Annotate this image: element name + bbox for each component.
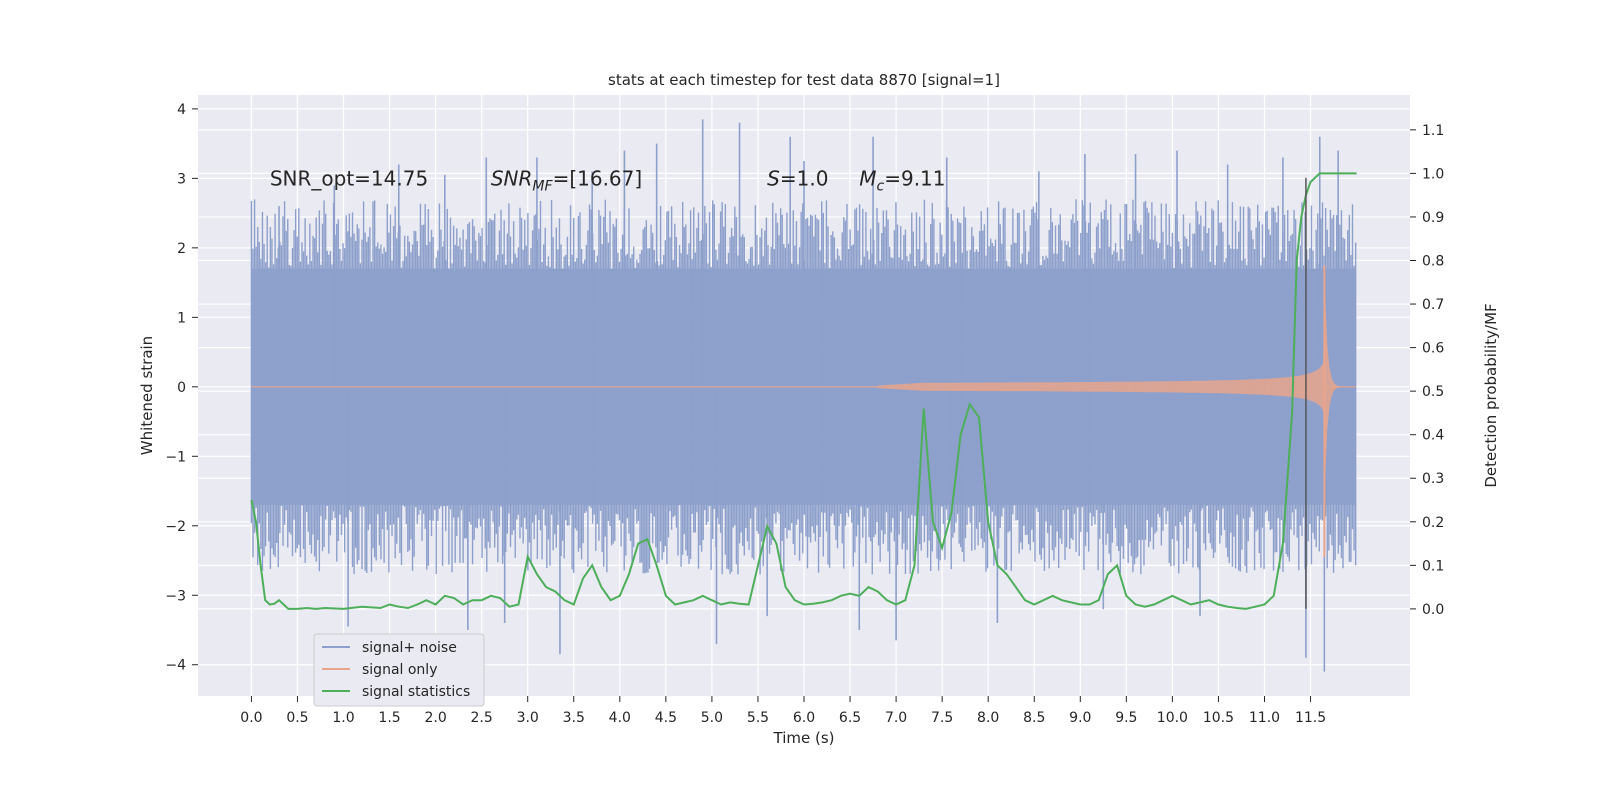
annotation-1: SNRMF=[16.67]: [491, 166, 642, 194]
annotation-subscript: MF: [532, 178, 553, 194]
y-tick-label-right: 0.1: [1422, 558, 1444, 574]
legend-label-1: signal only: [362, 662, 437, 678]
chirp-envelope: [877, 296, 1356, 478]
annotation-0: SNR_opt=14.75: [270, 166, 428, 190]
y-tick-label-right: 0.9: [1422, 210, 1444, 226]
x-tick-label: 8.0: [977, 710, 999, 726]
annotation-value: =1.0: [780, 166, 829, 190]
chart-title: stats at each timestep for test data 887…: [608, 71, 1000, 89]
x-tick-label: 0.5: [286, 710, 308, 726]
x-tick-label: 7.0: [885, 710, 907, 726]
x-tick-label: 3.0: [517, 710, 539, 726]
x-tick-label: 4.0: [609, 710, 631, 726]
annotation-2: S=1.0: [767, 166, 828, 190]
x-tick-label: 6.0: [793, 710, 815, 726]
x-tick-label: 0.0: [240, 710, 262, 726]
x-tick-label: 8.5: [1023, 710, 1045, 726]
tick-labels: 0.0 0.5 1.0 1.5 2.0 2.5 3.0 3.5 4.0 4.5 5.0 5.5 6.0 6…: [165, 102, 1444, 726]
annotation-value: =[16.67]: [553, 166, 643, 190]
y-tick-label-right: 0.3: [1422, 471, 1444, 487]
statistics-line: [250, 172, 1357, 610]
y-tick-label-left: 4: [177, 102, 186, 118]
y-axis-label-right: Detection probability/MF: [1482, 303, 1500, 487]
x-tick-label: 7.5: [931, 710, 953, 726]
x-tick-label: 9.0: [1069, 710, 1091, 726]
x-tick-label: 5.5: [747, 710, 769, 726]
legend-label-0: signal+ noise: [362, 640, 457, 656]
y-axis-label-left: Whitened strain: [138, 336, 156, 455]
y-tick-label-right: 0.2: [1422, 515, 1444, 531]
series-signal-statistics: [250, 172, 1357, 610]
y-tick-label-right: 0.4: [1422, 428, 1444, 444]
y-tick-label-right: 0.7: [1422, 297, 1444, 313]
x-tick-label: 4.5: [655, 710, 677, 726]
annotation-base: M: [859, 166, 876, 190]
y-tick-label-left: −3: [165, 588, 186, 604]
y-tick-label-right: 0.0: [1422, 602, 1444, 618]
annotation-base: SNR: [491, 166, 533, 190]
x-tick-label: 1.5: [378, 710, 400, 726]
legend-box: [313, 633, 485, 707]
x-tick-label: 2.0: [424, 710, 446, 726]
x-tick-label: 6.5: [839, 710, 861, 726]
annotation-value: =9.11: [884, 166, 945, 190]
y-tick-label-left: −2: [165, 519, 186, 535]
y-tick-label-left: 0: [177, 380, 186, 396]
y-tick-label-left: 3: [177, 171, 186, 187]
x-tick-label: 9.5: [1115, 710, 1137, 726]
x-tick-label: 1.0: [332, 710, 354, 726]
x-tick-label: 11.0: [1249, 710, 1280, 726]
x-tick-label: 2.5: [471, 710, 493, 726]
annotations: SNR_opt=14.75 SNRMF=[16.67] S=1.0 Mc=9.11: [270, 166, 946, 194]
annotation-base: S: [767, 166, 780, 190]
y-tick-label-left: 2: [177, 241, 186, 257]
y-tick-label-right: 0.5: [1422, 384, 1444, 400]
y-tick-label-left: 1: [177, 310, 186, 326]
legend-label-2: signal statistics: [362, 684, 470, 700]
x-tick-label: 10.5: [1203, 710, 1234, 726]
y-tick-label-right: 0.8: [1422, 253, 1444, 269]
x-tick-label: 3.5: [563, 710, 585, 726]
y-tick-label-right: 1.1: [1422, 123, 1444, 139]
y-tick-label-left: −1: [165, 449, 186, 465]
y-tick-label-right: 0.6: [1422, 341, 1444, 357]
legend: signal+ noise signal only signal statistic…: [313, 633, 485, 707]
annotation-3: Mc=9.11: [859, 166, 945, 194]
y-tick-label-left: −4: [165, 658, 186, 674]
x-tick-label: 10.0: [1157, 710, 1188, 726]
annotation-subscript: c: [877, 178, 885, 194]
y-tick-label-right: 1.0: [1422, 166, 1444, 182]
series-signal-only: [251, 265, 1356, 558]
x-axis-label: Time (s): [773, 729, 835, 747]
x-tick-label: 5.0: [701, 710, 723, 726]
x-tick-label: 11.5: [1295, 710, 1326, 726]
